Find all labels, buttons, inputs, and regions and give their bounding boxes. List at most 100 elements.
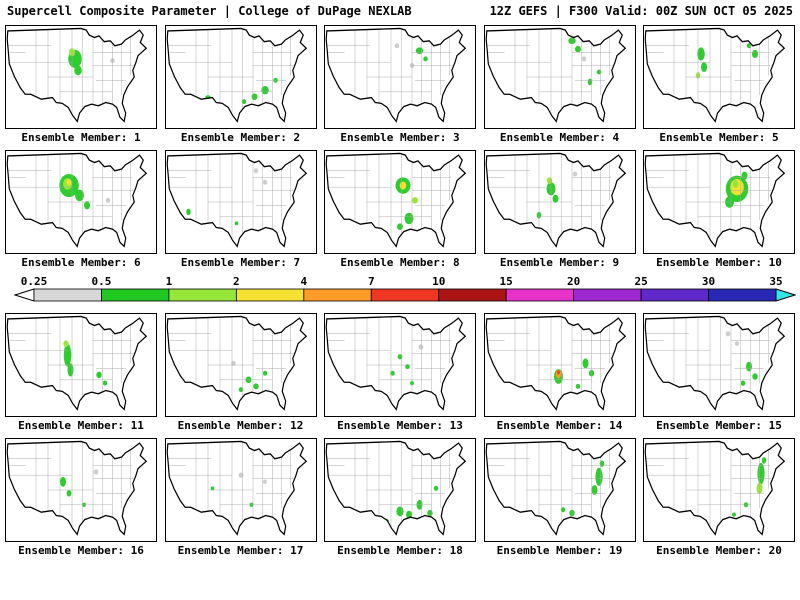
ensemble-panel: Ensemble Member: 4	[483, 25, 636, 144]
colorbar-tick: 0.5	[92, 275, 112, 288]
state-boundaries	[166, 441, 294, 529]
colorbar-tick: 30	[702, 275, 715, 288]
colorbar-segment	[708, 288, 777, 302]
run-valid-label: 12Z GEFS | F300 Valid: 00Z SUN OCT 05 20…	[489, 4, 793, 18]
colorbar-segment	[101, 288, 170, 302]
state-boundaries	[645, 28, 773, 116]
us-map	[643, 25, 795, 129]
ensemble-panel: Ensemble Member: 16	[5, 438, 157, 557]
scp-shading	[204, 77, 278, 105]
state-boundaries	[326, 28, 454, 116]
conus-outline	[644, 152, 786, 248]
colorbar-segment	[370, 288, 440, 302]
scp-shading	[732, 457, 767, 517]
state-boundaries	[326, 441, 454, 529]
colorbar-segment	[438, 288, 507, 302]
state-boundaries	[485, 153, 613, 241]
ensemble-member-label: Ensemble Member: 6	[21, 256, 141, 269]
conus-outline	[165, 315, 307, 411]
ensemble-member-label: Ensemble Member: 17	[177, 544, 304, 557]
conus-outline	[484, 315, 626, 411]
scp-shading	[695, 43, 758, 79]
panel-row-1: Ensemble Member: 1 Ensemble Member: 2 En	[5, 25, 795, 144]
colorbar-left-arrow	[14, 288, 35, 302]
header-bar: Supercell Composite Parameter | College …	[0, 0, 800, 19]
state-boundaries	[485, 28, 613, 116]
colorbar-tick: 4	[301, 275, 308, 288]
colorbar: 0.25 0.5 1 2 4 7 10 15 20 25 30 35	[14, 275, 796, 307]
ensemble-panel: Ensemble Member: 12	[164, 313, 317, 432]
conus-outline	[644, 440, 786, 536]
ensemble-panel: Ensemble Member: 13	[324, 313, 476, 432]
ensemble-member-label: Ensemble Member: 8	[340, 256, 460, 269]
conus-outline	[6, 315, 148, 411]
ensemble-member-label: Ensemble Member: 15	[656, 419, 782, 432]
conus-outline	[165, 440, 307, 536]
colorbar-segment	[168, 288, 237, 302]
ensemble-panel: Ensemble Member: 6	[5, 150, 157, 269]
us-map	[483, 313, 636, 417]
ensemble-panel: Ensemble Member: 3	[324, 25, 476, 144]
ensemble-panel: Ensemble Member: 19	[483, 438, 636, 557]
us-map	[5, 438, 157, 542]
colorbar-segment	[33, 288, 102, 302]
ensemble-member-label: Ensemble Member: 4	[499, 131, 620, 144]
ensemble-member-label: Ensemble Member: 5	[659, 131, 779, 144]
state-boundaries	[485, 441, 613, 529]
ensemble-member-label: Ensemble Member: 12	[177, 419, 304, 432]
ensemble-member-label: Ensemble Member: 11	[18, 419, 144, 432]
ensemble-member-label: Ensemble Member: 3	[340, 131, 460, 144]
ensemble-member-label: Ensemble Member: 14	[496, 419, 623, 432]
scp-shading	[230, 360, 267, 393]
conus-outline	[165, 27, 307, 123]
state-boundaries	[166, 153, 294, 241]
scp-shading	[59, 174, 111, 210]
product-title: Supercell Composite Parameter | College …	[7, 4, 412, 18]
us-map	[324, 438, 476, 542]
ensemble-member-label: Ensemble Member: 18	[337, 544, 463, 557]
us-map	[164, 150, 317, 254]
ensemble-panel: Ensemble Member: 17	[164, 438, 317, 557]
colorbar-tick: 15	[500, 275, 513, 288]
scp-shading	[725, 331, 758, 386]
colorbar-tick: 25	[634, 275, 647, 288]
state-boundaries	[326, 316, 454, 404]
scp-shading	[60, 469, 99, 507]
conus-outline	[325, 27, 467, 123]
panel-row-3: Ensemble Member: 11 Ensemble Member: 12	[5, 313, 795, 432]
colorbar-tick: 2	[233, 275, 240, 288]
ensemble-member-label: Ensemble Member: 1	[21, 131, 141, 144]
ensemble-panel: Ensemble Member: 20	[643, 438, 795, 557]
scp-shading	[560, 460, 604, 517]
scp-shading	[210, 472, 267, 507]
conus-outline	[6, 440, 148, 536]
ensemble-panel: Ensemble Member: 10	[643, 150, 795, 269]
panel-row-4: Ensemble Member: 16 Ensemble Member: 17	[5, 438, 795, 557]
ensemble-panel: Ensemble Member: 14	[483, 313, 636, 432]
us-map	[324, 313, 476, 417]
ensemble-panel: Ensemble Member: 2	[164, 25, 317, 144]
colorbar-tick: 20	[567, 275, 580, 288]
colorbar-tick: 0.25	[21, 275, 48, 288]
conus-outline	[325, 440, 467, 536]
scp-shading	[63, 340, 108, 386]
us-map	[164, 438, 317, 542]
colorbar-segment	[235, 288, 305, 302]
us-map	[483, 25, 636, 129]
conus-outline	[165, 152, 307, 248]
ensemble-member-label: Ensemble Member: 10	[656, 256, 782, 269]
state-boundaries	[7, 441, 135, 529]
conus-outline	[325, 315, 467, 411]
ensemble-panel: Ensemble Member: 5	[643, 25, 795, 144]
scp-shading	[395, 177, 418, 230]
state-boundaries	[166, 316, 294, 404]
ensemble-panel: Ensemble Member: 7	[164, 150, 317, 269]
ensemble-member-label: Ensemble Member: 19	[496, 544, 623, 557]
ensemble-panel: Ensemble Member: 11	[5, 313, 157, 432]
conus-outline	[325, 152, 467, 248]
state-boundaries	[645, 316, 773, 404]
colorbar-segment	[303, 288, 372, 302]
conus-outline	[484, 27, 626, 123]
scp-shading	[553, 358, 594, 389]
us-map	[5, 313, 157, 417]
